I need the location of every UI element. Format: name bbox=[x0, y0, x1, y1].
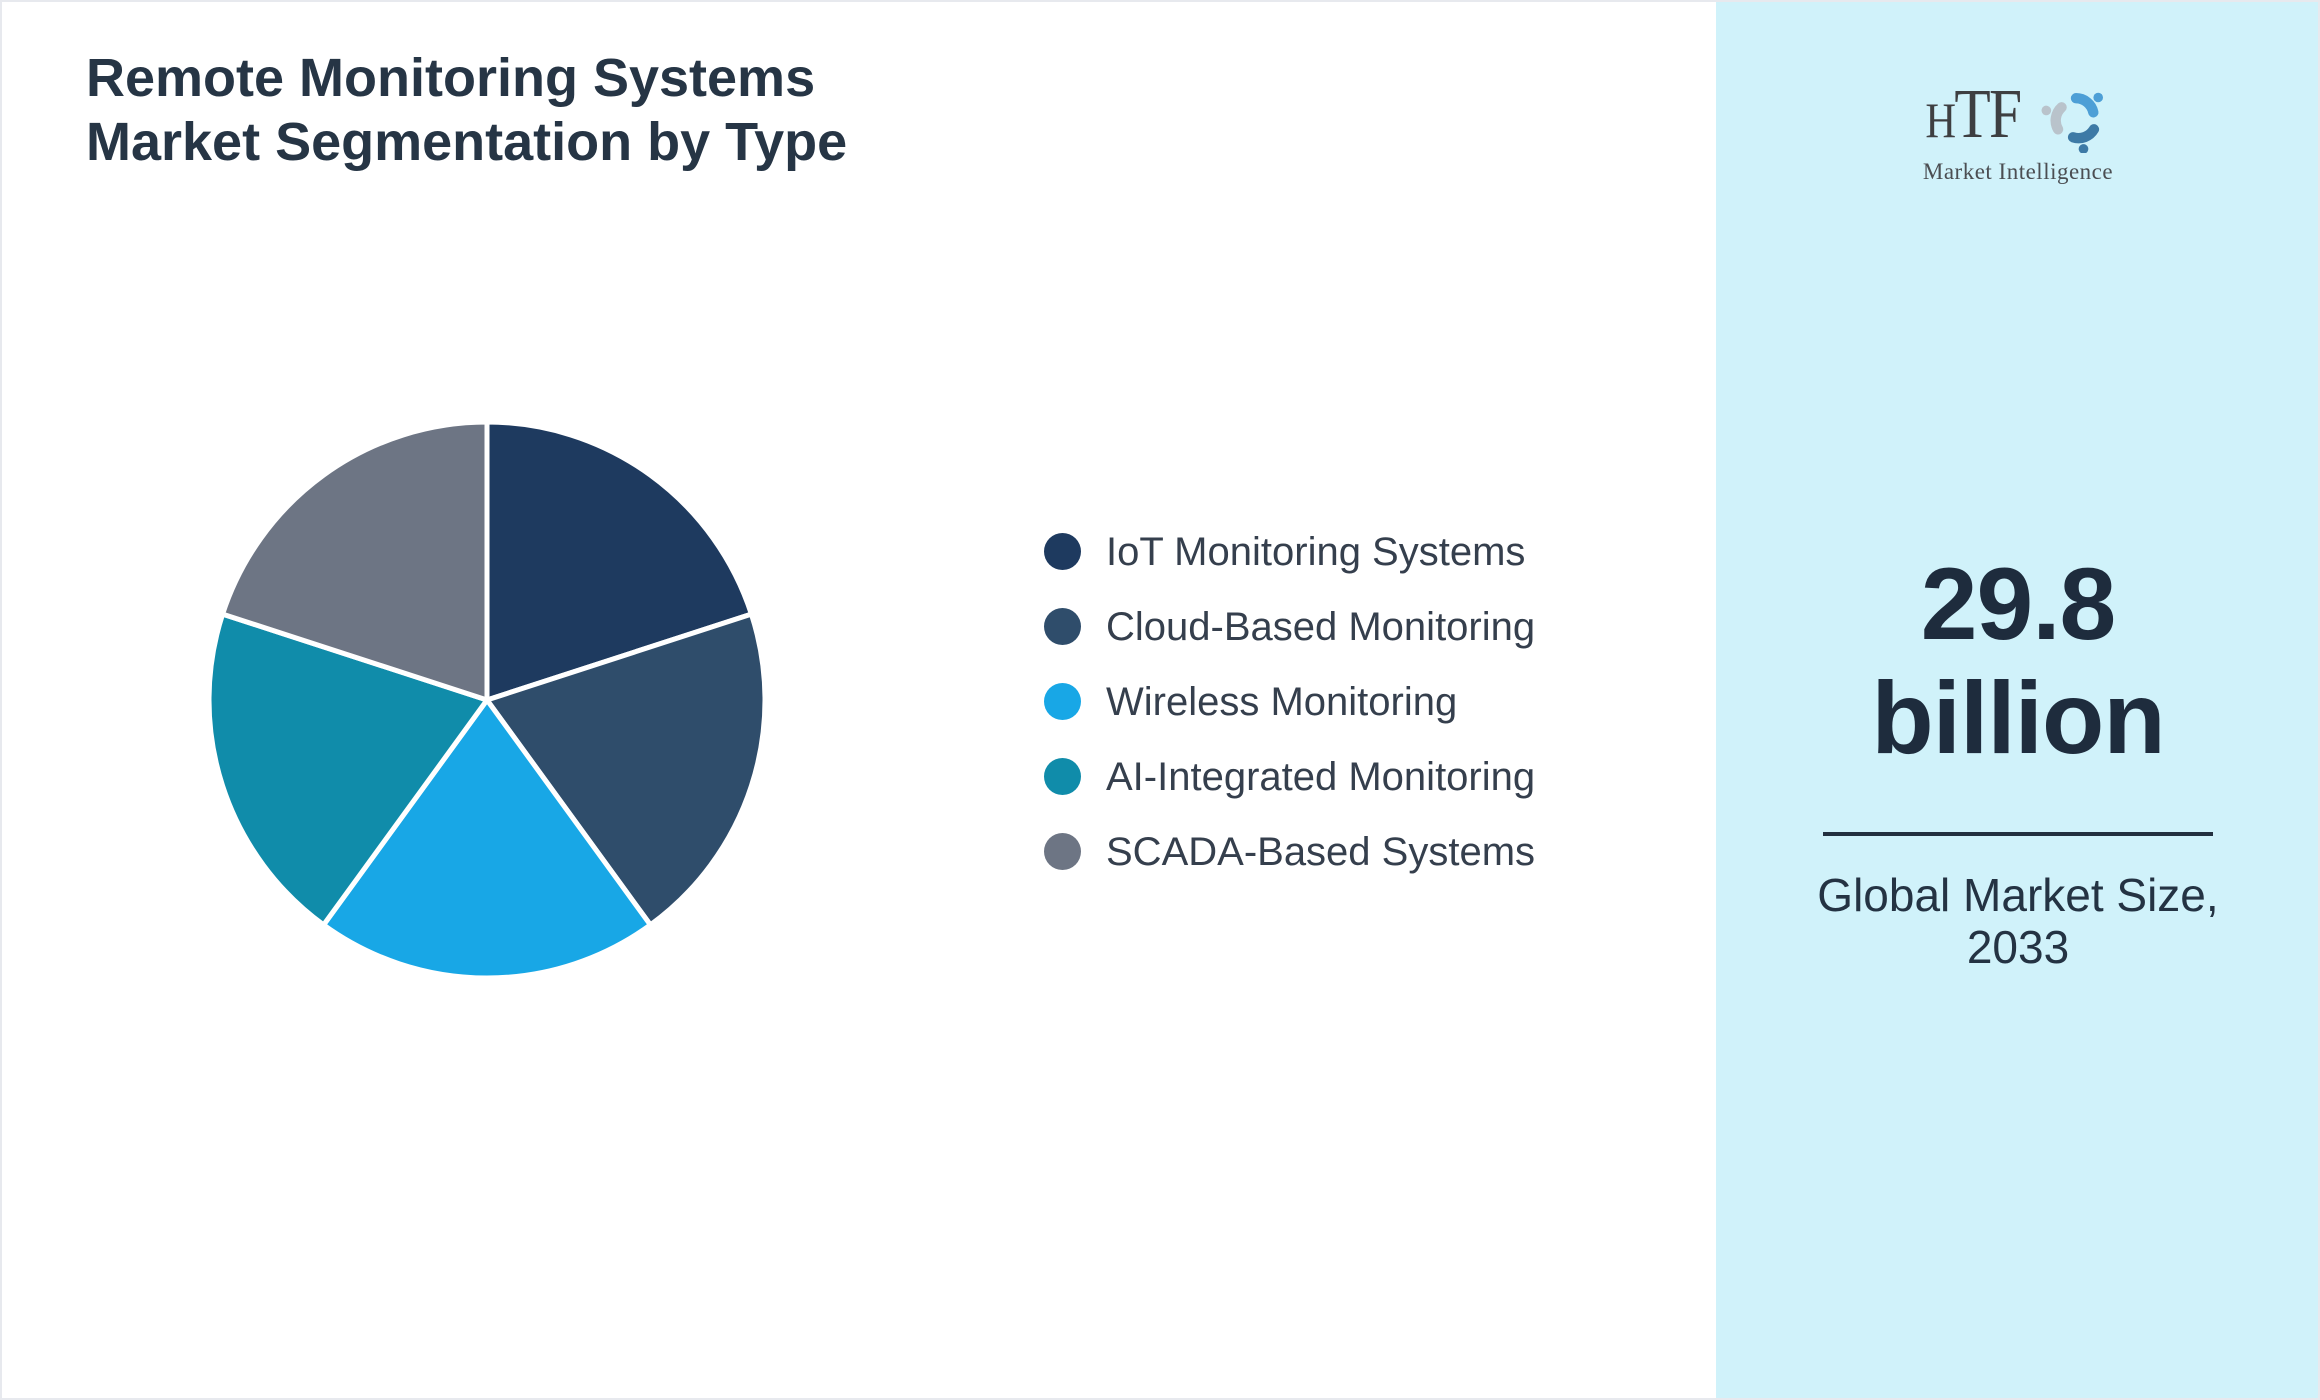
legend-item: SCADA-Based Systems bbox=[1044, 829, 1536, 874]
pie-slice-wireless-monitoring bbox=[321, 697, 653, 981]
legend-swatch bbox=[1044, 833, 1081, 870]
legend-swatch bbox=[1044, 683, 1081, 720]
legend: IoT Monitoring Systems Cloud-Based Monito… bbox=[1044, 529, 1536, 874]
market-size-caption: Global Market Size, 2033 bbox=[1817, 869, 2219, 973]
legend-label: AI-Integrated Monitoring bbox=[1106, 754, 1536, 799]
legend-swatch bbox=[1044, 758, 1081, 795]
sidebar: HTF Market Intelligence bbox=[1716, 2, 2318, 1398]
legend-swatch bbox=[1044, 608, 1081, 645]
dolphin-swirl-icon bbox=[2041, 92, 2103, 153]
htf-logo: HTF Market Intelligence bbox=[1716, 76, 2318, 185]
logo-tagline: Market Intelligence bbox=[1922, 159, 2114, 184]
legend-label: Cloud-Based Monitoring bbox=[1106, 604, 1536, 649]
legend-label: SCADA-Based Systems bbox=[1106, 829, 1536, 874]
pie-svg bbox=[206, 419, 768, 981]
logo-brand-text: HTF bbox=[1925, 76, 2022, 153]
legend-swatch bbox=[1044, 533, 1081, 570]
legend-item: Wireless Monitoring bbox=[1044, 679, 1535, 724]
legend-item: IoT Monitoring Systems bbox=[1044, 529, 1535, 574]
market-size-value: 29.8 billion bbox=[1871, 547, 2165, 775]
legend-item: AI-Integrated Monitoring bbox=[1044, 754, 1536, 799]
pie-chart bbox=[187, 400, 787, 1000]
legend-label: IoT Monitoring Systems bbox=[1106, 529, 1526, 574]
pie-slice-scada-based-systems bbox=[220, 419, 490, 703]
chart-title: Remote Monitoring Systems Market Segment… bbox=[86, 48, 848, 172]
pie-slice-iot-monitoring-systems bbox=[484, 419, 754, 703]
pie-slice-ai-integrated-monitoring bbox=[206, 611, 490, 928]
pie-slice-cloud-based-monitoring bbox=[484, 611, 768, 928]
legend-item: Cloud-Based Monitoring bbox=[1044, 604, 1536, 649]
legend-label: Wireless Monitoring bbox=[1106, 679, 1458, 724]
divider-line bbox=[1823, 832, 2213, 836]
